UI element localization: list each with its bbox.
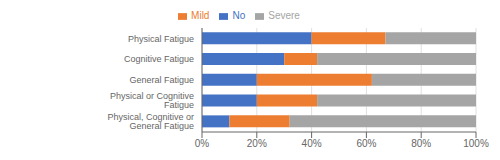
svg-text:40%: 40% bbox=[302, 138, 322, 149]
svg-text:20%: 20% bbox=[247, 138, 267, 149]
html-text:Mild: Mild bbox=[191, 10, 210, 21]
html-text:Severe: Severe bbox=[268, 10, 300, 21]
svg-text:General Fatigue: General Fatigue bbox=[129, 75, 194, 85]
svg-text:Cognitive Fatigue: Cognitive Fatigue bbox=[124, 54, 194, 64]
svg-text:80%: 80% bbox=[411, 138, 431, 149]
html-text:No: No bbox=[232, 10, 246, 21]
svg-text:Physical Fatigue: Physical Fatigue bbox=[128, 34, 194, 44]
svg-text:0%: 0% bbox=[195, 138, 210, 149]
svg-text:Physical or CognitiveFatigue: Physical or CognitiveFatigue bbox=[110, 91, 194, 110]
svg-text:Physical, Cognitive orGeneral: Physical, Cognitive orGeneral Fatigue bbox=[107, 112, 194, 131]
svg-text:60%: 60% bbox=[356, 138, 376, 149]
svg-text:100%: 100% bbox=[463, 138, 489, 149]
